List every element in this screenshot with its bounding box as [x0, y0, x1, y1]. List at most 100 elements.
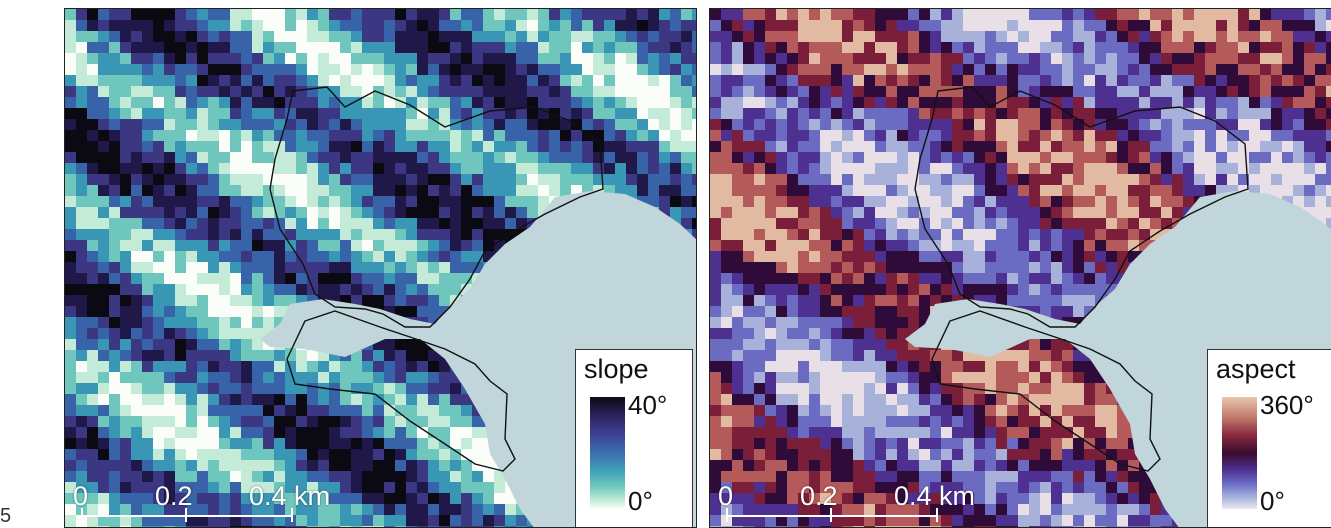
raster-cell: [615, 64, 626, 75]
raster-cell: [362, 240, 373, 251]
raster-cell: [87, 460, 98, 471]
raster-cell: [175, 383, 186, 394]
raster-cell: [996, 240, 1007, 251]
raster-cell: [505, 141, 516, 152]
raster-cell: [351, 229, 362, 240]
raster-cell: [820, 20, 831, 31]
raster-cell: [120, 317, 131, 328]
raster-cell: [1029, 42, 1040, 53]
raster-cell: [875, 372, 886, 383]
raster-cell: [908, 86, 919, 97]
raster-cell: [428, 438, 439, 449]
raster-cell: [941, 174, 952, 185]
raster-cell: [637, 75, 648, 86]
raster-cell: [809, 251, 820, 262]
raster-cell: [692, 152, 696, 163]
raster-cell: [765, 196, 776, 207]
raster-cell: [450, 449, 461, 460]
raster-cell: [732, 262, 743, 273]
raster-cell: [1029, 207, 1040, 218]
raster-cell: [373, 196, 384, 207]
raster-cell: [120, 394, 131, 405]
raster-cell: [483, 119, 494, 130]
raster-cell: [985, 262, 996, 273]
raster-cell: [743, 108, 754, 119]
raster-cell: [1040, 9, 1051, 20]
raster-cell: [208, 119, 219, 130]
raster-cell: [1260, 20, 1271, 31]
raster-cell: [98, 449, 109, 460]
raster-cell: [1205, 119, 1216, 130]
raster-cell: [307, 20, 318, 31]
raster-cell: [329, 372, 340, 383]
raster-cell: [142, 405, 153, 416]
raster-cell: [87, 295, 98, 306]
raster-cell: [274, 64, 285, 75]
raster-cell: [582, 42, 593, 53]
raster-cell: [1018, 284, 1029, 295]
raster-cell: [527, 141, 538, 152]
raster-cell: [549, 163, 560, 174]
raster-cell: [1249, 119, 1260, 130]
raster-cell: [842, 86, 853, 97]
raster-cell: [362, 372, 373, 383]
raster-cell: [406, 493, 417, 504]
raster-cell: [710, 383, 721, 394]
raster-cell: [120, 405, 131, 416]
raster-cell: [670, 9, 681, 20]
raster-cell: [787, 152, 798, 163]
raster-cell: [1128, 9, 1139, 20]
raster-cell: [765, 251, 776, 262]
raster-cell: [875, 108, 886, 119]
raster-cell: [351, 372, 362, 383]
raster-cell: [1051, 152, 1062, 163]
raster-cell: [65, 174, 76, 185]
raster-cell: [450, 108, 461, 119]
raster-cell: [897, 86, 908, 97]
raster-cell: [450, 141, 461, 152]
raster-cell: [296, 152, 307, 163]
raster-cell: [996, 196, 1007, 207]
raster-cell: [186, 317, 197, 328]
raster-cell: [721, 262, 732, 273]
raster-cell: [351, 526, 362, 527]
raster-cell: [208, 163, 219, 174]
raster-cell: [219, 64, 230, 75]
raster-cell: [538, 75, 549, 86]
raster-cell: [853, 152, 864, 163]
raster-cell: [461, 284, 472, 295]
raster-cell: [1326, 196, 1331, 207]
raster-cell: [615, 42, 626, 53]
raster-cell: [1227, 53, 1238, 64]
raster-cell: [329, 493, 340, 504]
raster-cell: [831, 86, 842, 97]
raster-cell: [626, 174, 637, 185]
raster-cell: [263, 383, 274, 394]
raster-cell: [1073, 295, 1084, 306]
raster-cell: [582, 64, 593, 75]
raster-cell: [776, 306, 787, 317]
raster-cell: [809, 42, 820, 53]
raster-cell: [864, 350, 875, 361]
raster-cell: [930, 20, 941, 31]
raster-cell: [1172, 20, 1183, 31]
raster-cell: [406, 31, 417, 42]
raster-cell: [1161, 9, 1172, 20]
raster-cell: [710, 328, 721, 339]
raster-cell: [1150, 218, 1161, 229]
raster-cell: [142, 328, 153, 339]
raster-cell: [439, 64, 450, 75]
raster-cell: [142, 53, 153, 64]
raster-cell: [241, 97, 252, 108]
raster-cell: [340, 20, 351, 31]
raster-cell: [208, 229, 219, 240]
raster-cell: [864, 64, 875, 75]
raster-cell: [395, 207, 406, 218]
raster-cell: [340, 229, 351, 240]
raster-cell: [1260, 53, 1271, 64]
raster-cell: [930, 9, 941, 20]
raster-cell: [76, 295, 87, 306]
raster-cell: [670, 119, 681, 130]
raster-cell: [428, 251, 439, 262]
raster-cell: [461, 185, 472, 196]
